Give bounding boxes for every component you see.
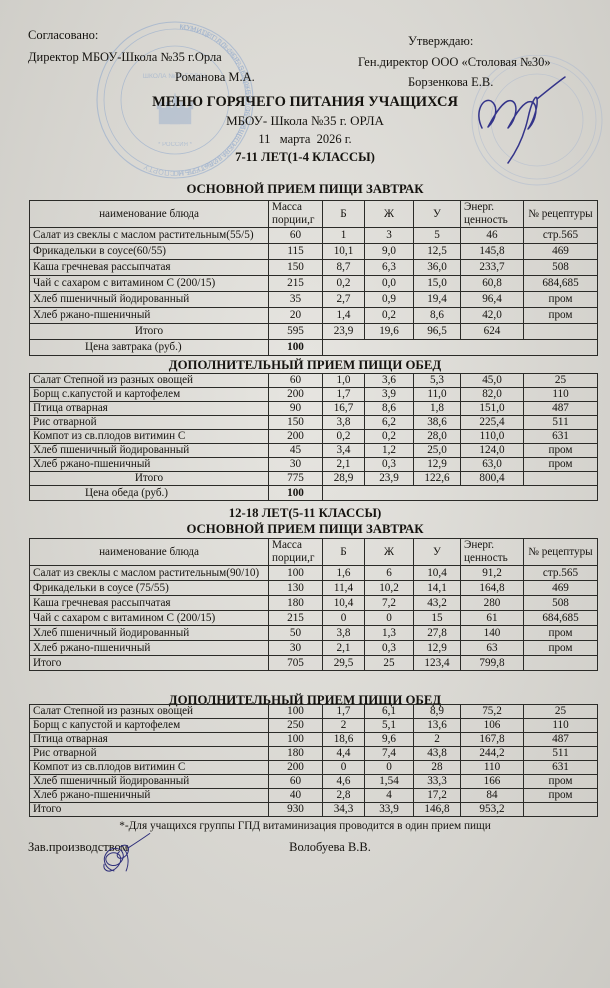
- svg-text:* РОССИЯ *: * РОССИЯ *: [158, 142, 193, 148]
